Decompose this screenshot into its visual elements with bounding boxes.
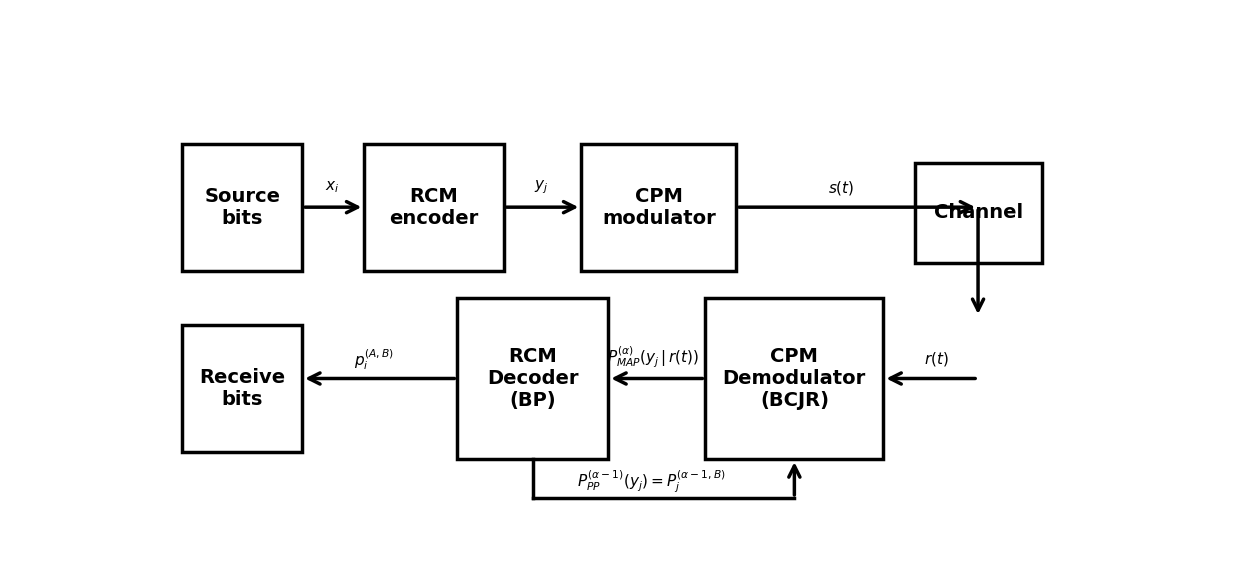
Text: Channel: Channel — [934, 203, 1023, 223]
Text: RCM
Decoder
(BP): RCM Decoder (BP) — [487, 347, 579, 410]
Text: $r(t)$: $r(t)$ — [924, 350, 949, 368]
FancyBboxPatch shape — [706, 297, 883, 460]
Text: $P^{(\alpha-1)}_{PP}(y_j) = P^{(\alpha-1,B)}_j$: $P^{(\alpha-1)}_{PP}(y_j) = P^{(\alpha-1… — [577, 468, 725, 495]
Text: RCM
encoder: RCM encoder — [389, 187, 479, 228]
Text: $y_j$: $y_j$ — [533, 179, 548, 196]
Text: $s(t)$: $s(t)$ — [827, 178, 854, 196]
FancyBboxPatch shape — [182, 325, 303, 451]
Text: CPM
modulator: CPM modulator — [601, 187, 715, 228]
FancyBboxPatch shape — [582, 144, 737, 271]
Text: CPM
Demodulator
(BCJR): CPM Demodulator (BCJR) — [723, 347, 866, 410]
Text: $x_i$: $x_i$ — [325, 180, 339, 195]
FancyBboxPatch shape — [458, 297, 609, 460]
Text: $P^{(\alpha)}_{MAP}(y_j\,|\,r(t))$: $P^{(\alpha)}_{MAP}(y_j\,|\,r(t))$ — [606, 345, 698, 370]
FancyBboxPatch shape — [182, 144, 303, 271]
Text: Source
bits: Source bits — [205, 187, 280, 228]
FancyBboxPatch shape — [365, 144, 503, 271]
Text: $p^{(A,B)}_i$: $p^{(A,B)}_i$ — [353, 347, 393, 372]
FancyBboxPatch shape — [915, 163, 1043, 263]
Text: Receive
bits: Receive bits — [200, 368, 285, 408]
